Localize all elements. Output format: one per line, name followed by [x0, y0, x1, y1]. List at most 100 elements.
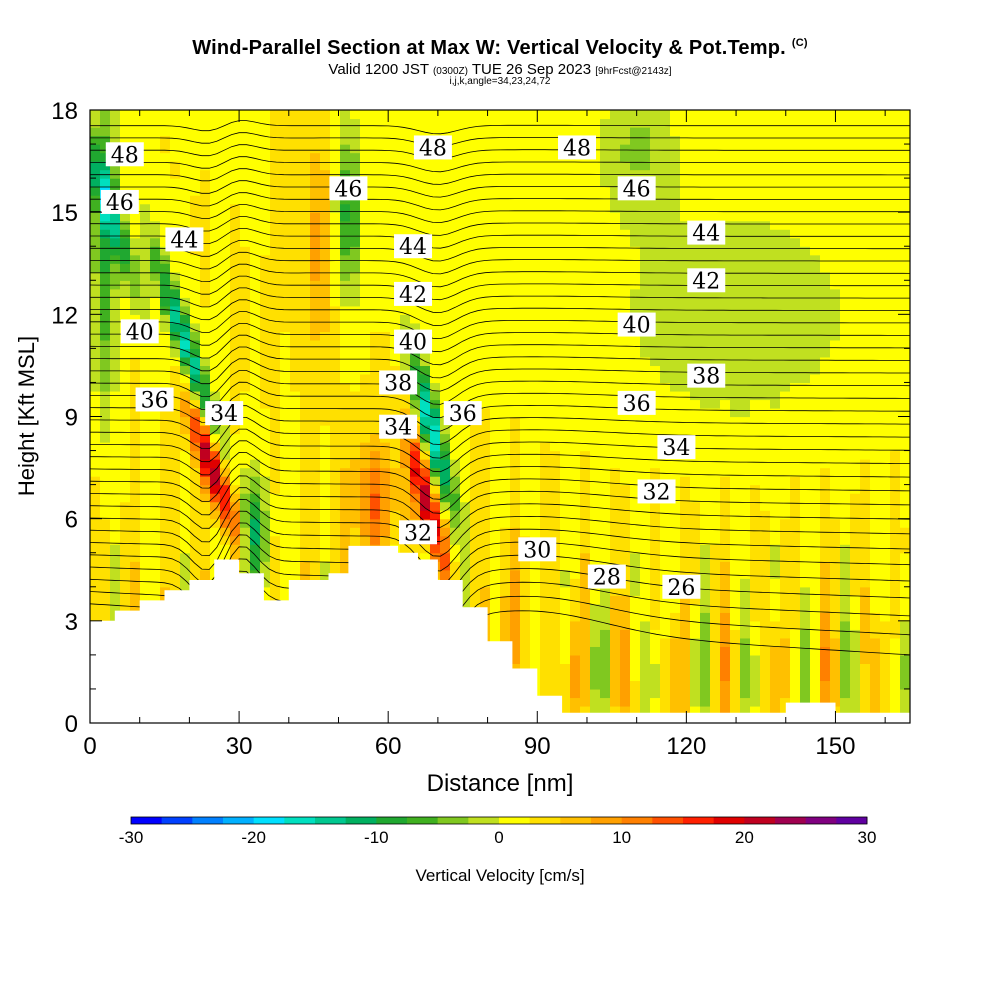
colorbar-swatch: [775, 817, 807, 824]
theta-label-box: [329, 176, 368, 201]
y-tick-label: 18: [51, 98, 78, 125]
theta-label: 46: [617, 176, 656, 202]
isentrope-line: [90, 522, 910, 587]
theta-label-text: 48: [563, 136, 591, 161]
theta-label: 34: [657, 435, 696, 461]
y-tick-label: 9: [65, 405, 78, 432]
colorbar-tick-label: 20: [735, 828, 754, 847]
x-tick-label: 60: [375, 733, 402, 760]
theta-label-text: 36: [623, 392, 651, 417]
x-tick-label: 30: [226, 733, 253, 760]
theta-label: 32: [399, 520, 437, 546]
theta-label-box: [662, 574, 701, 599]
theta-label: 36: [443, 401, 482, 427]
colorbar-tick-label: -20: [241, 828, 266, 847]
isentrope-line: [90, 144, 910, 160]
theta-label: 42: [687, 268, 726, 294]
theta-label-text: 28: [593, 566, 621, 591]
isentrope-line: [90, 428, 910, 473]
theta-label: 28: [587, 564, 626, 591]
x-tick-label: 0: [83, 733, 96, 760]
isentrope-line: [90, 168, 910, 185]
theta-label: 40: [394, 329, 433, 356]
theta-label-box: [379, 414, 418, 439]
theta-label-text: 40: [399, 331, 427, 356]
theta-label-box: [165, 227, 204, 252]
theta-label-text: 36: [141, 388, 169, 413]
theta-label-box: [105, 142, 144, 167]
isentrope-line: [90, 358, 910, 392]
colorbar-swatch: [683, 817, 715, 824]
theta-label: 44: [165, 227, 204, 253]
isentrope-line: [90, 440, 910, 486]
colorbar-swatch: [223, 817, 255, 824]
theta-label: 42: [394, 281, 433, 308]
chart-title: Wind-Parallel Section at Max W: Vertical…: [0, 37, 1000, 60]
colorbar-swatch: [560, 817, 592, 824]
isentrope-line: [90, 192, 910, 211]
theta-label-box: [637, 479, 676, 504]
colorbar-swatch: [499, 817, 531, 824]
x-tick-label: 150: [815, 733, 855, 760]
theta-label-text: 36: [449, 402, 477, 427]
theta-label-text: 46: [623, 177, 651, 202]
isentrope-line: [90, 323, 910, 353]
theta-label-text: 34: [384, 416, 412, 441]
colorbar-swatch: [345, 817, 377, 824]
theta-label: 34: [205, 401, 244, 427]
theta-label-box: [687, 363, 726, 388]
y-tick-label: 15: [51, 200, 78, 227]
theta-label: 26: [662, 574, 701, 601]
colorbar-swatch: [468, 817, 500, 824]
isentrope-line: [90, 381, 910, 419]
theta-label-box: [657, 435, 696, 460]
isentrope-line: [90, 475, 910, 528]
theta-label: 30: [518, 537, 557, 563]
theta-label-text: 44: [399, 235, 427, 260]
colorbar-swatch: [437, 817, 469, 824]
theta-label-box: [558, 135, 597, 160]
terrain-mask: [90, 545, 910, 723]
valid-date: TUE 26 Sep 2023: [471, 61, 592, 78]
theta-label-box: [518, 537, 557, 562]
colorbar-swatch: [591, 817, 623, 824]
colorbar-swatch: [315, 817, 347, 824]
x-tick-label: 90: [524, 733, 551, 760]
colorbar-tick-label: 30: [858, 828, 877, 847]
isentrope-line: [90, 534, 910, 602]
isentrope-line: [90, 204, 910, 224]
isentrope-line: [90, 370, 910, 405]
theta-label: 46: [329, 176, 368, 202]
isentrope-line: [90, 132, 910, 147]
theta-label: 46: [100, 189, 139, 216]
theta-label-text: 30: [523, 538, 551, 563]
isentrope-line: [90, 487, 910, 543]
x-axis-label: Distance [nm]: [427, 770, 574, 797]
theta-label: 34: [379, 414, 418, 441]
y-tick-label: 3: [65, 609, 78, 636]
theta-label-box: [617, 176, 656, 201]
theta-label: 32: [637, 479, 676, 505]
y-tick-label: 12: [51, 302, 78, 329]
isentrope-line: [90, 498, 910, 557]
isentrope-line: [90, 180, 910, 198]
y-tick-label: 6: [65, 507, 78, 534]
isentrope-line: [90, 156, 910, 173]
isentrope-line: [90, 334, 910, 366]
copyright-mark: (C): [791, 37, 808, 50]
theta-label-text: 44: [170, 228, 198, 253]
theta-labels: 48 46 44 40 36 34 46 48 44 42 40 38 34 36 32 48 46 44 42 40…: [100, 135, 726, 601]
colorbar-label: Vertical Velocity [cm/s]: [415, 866, 584, 885]
theta-label-box: [100, 189, 139, 214]
theta-label-box: [587, 564, 626, 589]
colorbar-swatch: [836, 817, 868, 824]
theta-label: 40: [617, 312, 656, 339]
isentrope-line: [90, 120, 910, 135]
x-tick-label: 120: [666, 733, 706, 760]
theta-label-text: 48: [111, 143, 139, 168]
theta-label: 48: [413, 135, 452, 161]
colorbar-frame: [130, 816, 868, 825]
theta-label: 36: [617, 390, 656, 417]
